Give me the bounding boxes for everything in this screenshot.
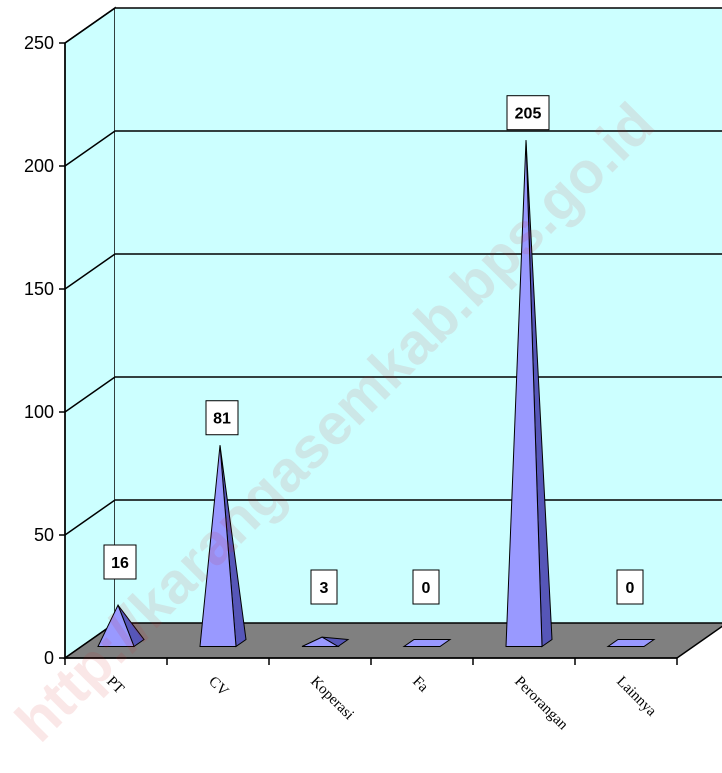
data-label-box [506,95,550,131]
data-label: 16 [103,544,137,580]
gridline [64,130,722,167]
y-tick-label: 50 [34,525,54,545]
pyramid-bar [199,445,247,648]
y-tick-label: 250 [24,33,54,53]
data-label: 0 [616,569,644,605]
bar-front-face [301,636,340,647]
x-tick-label: Lainnya [613,674,659,720]
data-label-text: 3 [320,580,329,597]
data-label: 0 [412,569,440,605]
pyramid-bar [606,639,656,647]
y-tick-label: 0 [44,648,54,668]
data-label-box [616,569,644,605]
pyramid-bar [97,603,145,648]
y-tick-label: 200 [24,156,54,176]
data-label-text: 0 [422,580,431,597]
data-label: 3 [310,569,338,605]
data-label-text: 16 [111,555,129,572]
x-tick-label: CV [205,674,231,700]
bar-front-face [505,140,543,647]
bar-base [402,639,452,647]
pyramid-bar [301,636,350,648]
y-tick-label: 100 [24,402,54,422]
gridline [64,7,722,44]
data-label: 81 [205,400,239,436]
data-label-box [205,400,239,436]
data-label-text: 0 [626,580,635,597]
pyramid-bar [402,639,452,647]
data-label-box [103,544,137,580]
bar-front-face [97,603,135,647]
x-tick-label: Fa [409,674,431,696]
data-label-text: 205 [515,106,542,123]
data-label-box [412,569,440,605]
data-label: 205 [506,95,550,131]
pyramid-bar [505,140,553,648]
bar-front-face [199,445,237,647]
data-label-box [310,569,338,605]
y-tick-label: 150 [24,279,54,299]
x-tick-label: Perorangan [511,674,571,734]
bar-base [606,639,656,647]
data-label-text: 81 [213,411,231,428]
x-tick-label: Koperasi [307,674,357,724]
